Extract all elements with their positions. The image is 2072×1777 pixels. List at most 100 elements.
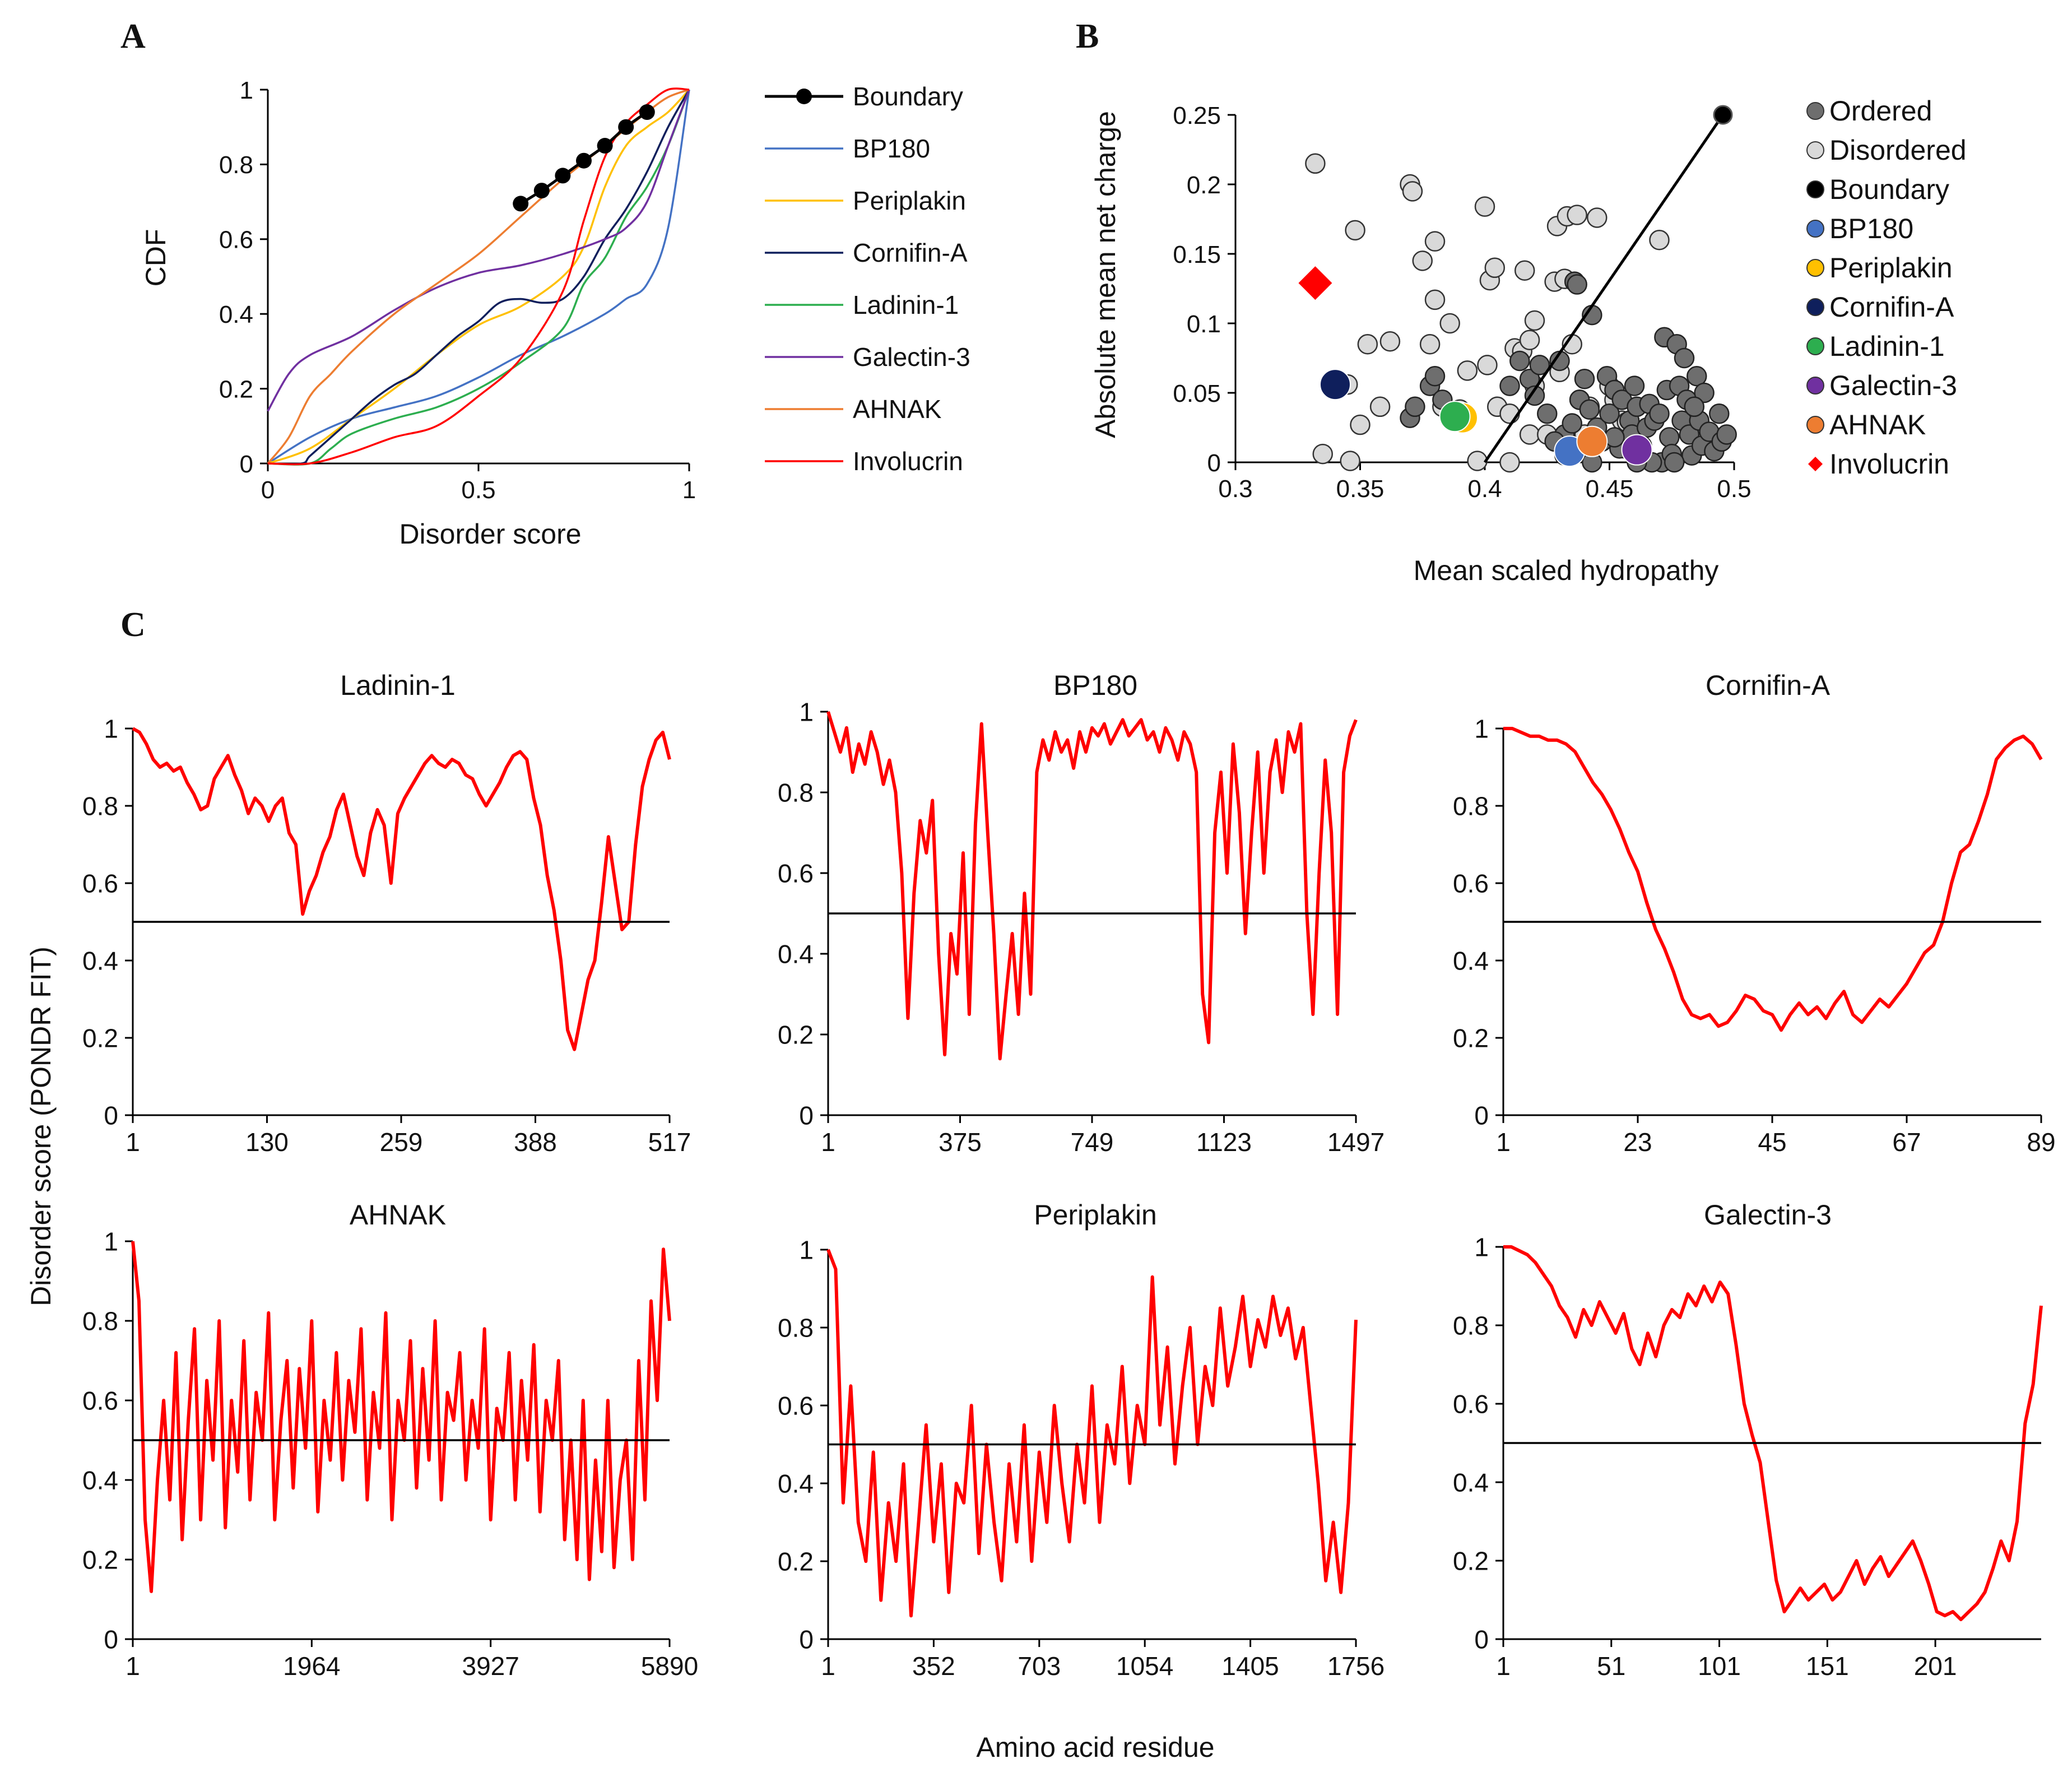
panel-a-legend-label-bp180: BP180 <box>853 134 930 163</box>
panel-c4-y-tick-label: 0.4 <box>82 1466 118 1495</box>
panel-a-boundary-marker <box>533 183 550 199</box>
panel-b-y-tick-label: 0.05 <box>1173 380 1221 407</box>
panel-b-ordered-point <box>1424 365 1446 387</box>
panel-c6-x-tick-label: 1 <box>1496 1651 1511 1681</box>
panel-b-ordered-point <box>1405 396 1425 417</box>
panel-b-legend-marker-ordered <box>1806 102 1824 120</box>
panel-c1-x-tick-label: 259 <box>380 1128 423 1157</box>
panel-b-disordered-point <box>1519 330 1540 351</box>
panel-c2-y-tick-label: 0.8 <box>778 778 814 808</box>
panel-a-boundary-marker <box>576 152 592 169</box>
panel-c3-y-tick-label: 0.6 <box>1453 869 1489 898</box>
panel-b-y-tick-label: 0 <box>1207 449 1221 477</box>
panel-c2-y-tick-label: 0.6 <box>778 859 814 888</box>
panel-c5-x-tick-label: 1 <box>821 1651 835 1681</box>
panel-b-ordered-point <box>1649 403 1670 424</box>
panel-b-ordered-point <box>1659 427 1680 448</box>
panel-a-x-tick-label: 0 <box>261 476 275 504</box>
panel-c1-x-tick-label: 388 <box>514 1128 557 1157</box>
panel-a-boundary-marker <box>555 168 571 184</box>
panel-b-x-tick-label: 0.35 <box>1336 475 1385 503</box>
panel-c-galectin-3-plot: Galectin-3 00.20.40.60.811 51 101 151 201 <box>1453 1199 2043 1681</box>
panel-b-ordered-point <box>1537 403 1558 424</box>
panel-b-ordered-point <box>1499 375 1520 396</box>
panel-b-disordered-point <box>1457 360 1478 381</box>
panel-c6-disorder-line <box>1503 1245 2043 1621</box>
panel-c6-y-tick-label: 1 <box>1474 1233 1489 1262</box>
panel-b-point-galectin-3 <box>1621 434 1653 466</box>
panel-b-ordered-point <box>1599 403 1620 424</box>
panel-c6-y-tick-label: 0.8 <box>1453 1311 1489 1340</box>
panel-c5-y-tick-label: 0.2 <box>778 1547 814 1576</box>
panel-b-legend-marker-galectin-3 <box>1806 377 1824 395</box>
panel-a-x-tick-label: 1 <box>682 476 696 504</box>
panel-b-point-ladinin-1 <box>1439 401 1471 433</box>
panel-a-y-tick-label: 0 <box>240 451 253 478</box>
panel-c6-y-tick-label: 0 <box>1474 1625 1489 1654</box>
panel-b-disordered-point <box>1305 153 1326 174</box>
panel-b-x-tick-label: 0.4 <box>1467 475 1502 503</box>
panel-c6-x-tick-label: 201 <box>1914 1651 1957 1681</box>
panel-b-legend-marker-ladinin-1 <box>1806 337 1824 355</box>
panel-b-legend-label-involucrin: Involucrin <box>1829 448 1949 480</box>
panel-b-disordered-point <box>1379 331 1401 352</box>
panel-c6-x-tick-label: 51 <box>1597 1651 1625 1681</box>
panel-c5-x-tick-label: 703 <box>1018 1651 1061 1681</box>
panel-c6-y-tick-label: 0.2 <box>1453 1547 1489 1576</box>
panel-b-disordered-point <box>1419 333 1441 355</box>
shared-ylabel: Disorder score (PONDR FIT) <box>25 947 57 1306</box>
panel-c3-x-tick-label: 67 <box>1892 1128 1921 1157</box>
panel-b-legend-label-ladinin-1: Ladinin-1 <box>1829 331 1945 362</box>
panel-a-boundary-marker <box>639 104 655 120</box>
panel-b-disordered-point <box>1519 424 1540 445</box>
panel-a-line-periplakin <box>267 89 690 465</box>
panel-c1-x-tick-label: 130 <box>245 1128 289 1157</box>
panel-c-ladinin-1-plot: Ladinin-1 0 0.2 0.4 0.6 0.8 1 1 130 259 388 517 <box>82 670 691 1157</box>
panel-a-y-tick-label: 0.4 <box>219 301 253 328</box>
panel-c5-x-tick-label: 1405 <box>1221 1651 1279 1681</box>
panel-c2-x-tick-label: 375 <box>939 1128 982 1157</box>
panel-c1-x-tick-label: 1 <box>126 1128 140 1157</box>
panel-b-ordered-point <box>1674 347 1695 369</box>
panel-c2-disorder-line <box>826 711 1358 1061</box>
panel-c3-y-tick-label: 0.2 <box>1453 1024 1489 1053</box>
panel-label-c: C <box>120 606 146 644</box>
panel-c2-y-tick-label: 0.2 <box>778 1020 814 1050</box>
panel-a-x-tick-label: 0.5 <box>461 476 495 504</box>
panel-b-disordered-point <box>1345 220 1365 241</box>
panel-b-point-involucrin <box>1298 266 1332 300</box>
panel-a-y-tick-label: 0.6 <box>219 226 253 254</box>
panel-a-legend-marker <box>796 89 812 104</box>
panel-c5-y-tick-label: 0.8 <box>778 1314 814 1343</box>
panel-b-disordered-point <box>1402 181 1423 202</box>
panel-c4-x-tick-label: 3927 <box>462 1651 519 1681</box>
panel-b-ordered-point <box>1509 350 1530 372</box>
panel-b-y-tick-label: 0.2 <box>1187 171 1221 199</box>
panel-b-legend-marker-bp180 <box>1806 220 1824 238</box>
panel-b-disordered-point <box>1567 205 1587 225</box>
panel-c4-y-tick-label: 0.2 <box>82 1546 118 1575</box>
panel-a-line-ladinin-1 <box>267 89 690 466</box>
panel-b-ordered-point <box>1604 427 1625 448</box>
panel-c4-disorder-line <box>131 1241 671 1593</box>
panel-b-legend-label-cornifin-a: Cornifin-A <box>1829 291 1954 323</box>
panel-b-point-cornifin-a <box>1320 369 1351 401</box>
panel-b-legend-marker-involucrin <box>1808 457 1823 471</box>
panel-c2-x-tick-label: 1497 <box>1327 1128 1385 1157</box>
panel-a-line-involucrin <box>267 87 690 466</box>
panel-c4-title: AHNAK <box>350 1199 446 1231</box>
panel-c3-x-tick-label: 89 <box>2027 1128 2055 1157</box>
panel-b-disordered-point <box>1467 451 1488 471</box>
panel-b-y-tick-label: 0.1 <box>1187 310 1221 338</box>
panel-b-disordered-point <box>1369 396 1391 417</box>
panel-c2-y-tick-label: 0 <box>799 1101 814 1130</box>
panel-c5-x-tick-label: 1756 <box>1327 1651 1385 1681</box>
panel-b-ordered-point <box>1524 385 1545 406</box>
panel-b-disordered-point <box>1587 207 1608 228</box>
panel-b-legend-label-ahnak: AHNAK <box>1829 409 1926 440</box>
panel-c-periplakin-plot: Periplakin 0 0.2 0.4 0.6 0.8 1 1 352 703 1054 1405… <box>778 1199 1385 1681</box>
panel-a-legend-label-involucrin: Involucrin <box>853 447 963 476</box>
panel-b-ordered-point <box>1664 452 1685 473</box>
panel-b-x-tick-label: 0.3 <box>1218 475 1252 503</box>
